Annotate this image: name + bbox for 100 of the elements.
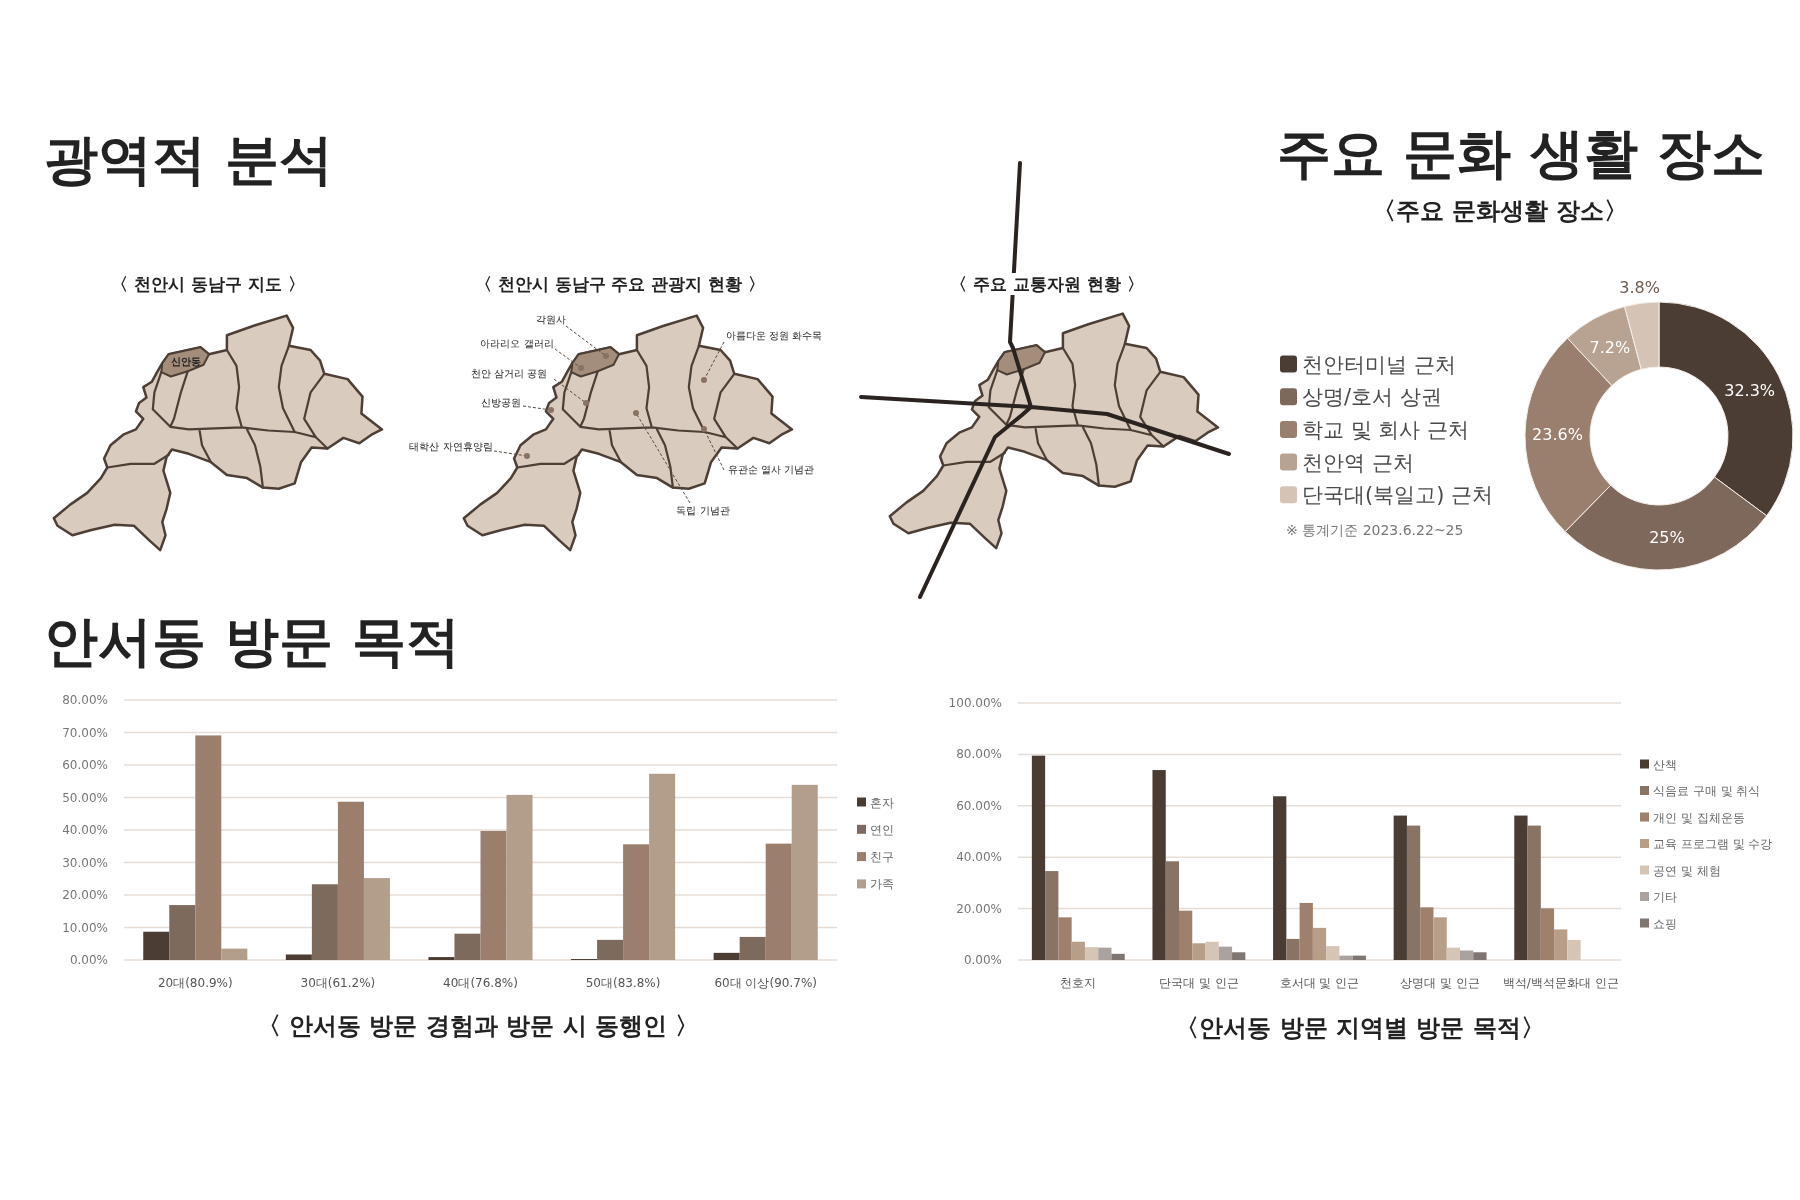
x-tick-label: 20대(80.9%) — [157, 976, 233, 990]
legend-label: 식음료 구매 및 취식 — [1653, 784, 1761, 798]
text: 독립 기념관 — [676, 505, 730, 516]
bar — [1326, 946, 1340, 960]
bar — [1393, 815, 1407, 960]
bar — [1058, 917, 1072, 960]
legend-label: 기타 — [1653, 890, 1677, 904]
bar — [1339, 955, 1353, 960]
bar — [1299, 902, 1313, 960]
bar — [1165, 861, 1179, 960]
y-tick-label: 80.00% — [956, 747, 1002, 762]
x-tick-label: 50대(83.8%) — [585, 976, 661, 990]
bar — [1554, 929, 1568, 960]
bar — [1111, 953, 1125, 960]
bar — [143, 931, 170, 960]
legend-label: 연인 — [870, 822, 894, 837]
text: 〈안서동 방문 지역별 방문 목적〉 — [1175, 1014, 1545, 1042]
legend-label: 공연 및 체험 — [1653, 863, 1721, 878]
legend-label: 학교 및 회사 근처 — [1302, 417, 1470, 442]
text: 아라리오 갤러리 — [480, 338, 554, 349]
bar — [1179, 910, 1193, 960]
bar — [739, 936, 766, 960]
text: 유관순 열사 기념관 — [727, 464, 815, 475]
bar — [195, 735, 222, 960]
bar — [623, 844, 650, 960]
x-tick-label: 단국대 및 인근 — [1159, 976, 1239, 990]
y-tick-label: 50.00% — [62, 790, 108, 805]
x-tick-label: 호서대 및 인근 — [1279, 976, 1360, 990]
bar — [1567, 939, 1581, 960]
legend-label: 천안역 근처 — [1302, 450, 1414, 475]
legend-label: 개인 및 집체운동 — [1653, 810, 1745, 825]
bar — [1433, 917, 1447, 960]
bar — [1192, 943, 1206, 960]
bar — [1098, 947, 1112, 960]
text: 〈 주요 교통자원 현황 〉 — [950, 274, 1144, 294]
y-tick-label: 20.00% — [956, 901, 1002, 916]
x-tick-label: 30대(61.2%) — [300, 976, 376, 990]
bar — [1460, 950, 1474, 960]
x-tick-label: 천호지 — [1060, 976, 1097, 990]
x-tick-label: 백석/백석문화대 인근 — [1502, 976, 1619, 990]
y-tick-label: 80.00% — [62, 693, 108, 707]
x-tick-label: 상명대 및 인근 — [1400, 976, 1480, 990]
y-tick-label: 40.00% — [62, 823, 108, 837]
text: 아름다운 정원 화수목 — [725, 330, 823, 341]
text: 천안 삼거리 공원 — [470, 368, 548, 379]
bar — [428, 957, 455, 960]
legend-label: 산책 — [1653, 757, 1677, 772]
bar — [480, 830, 507, 960]
bar — [1152, 770, 1166, 960]
data-label: 32.3% — [1724, 380, 1776, 400]
y-tick-label: 10.00% — [62, 920, 108, 935]
bar — [1273, 796, 1287, 960]
bar — [1473, 952, 1487, 960]
chart-title: 안서동 방문 목적 — [44, 610, 460, 673]
x-tick-label: 60대 이상(90.7%) — [714, 976, 817, 990]
bar — [1071, 941, 1085, 960]
text: ※ 통계기준 2023.6.22~25 — [1286, 522, 1464, 538]
data-label: 3.8% — [1619, 277, 1660, 297]
bar — [1446, 947, 1460, 960]
data-label: 7.2% — [1589, 337, 1631, 357]
text: 〈 천안시 동남구 주요 관광지 현황 〉 — [474, 274, 766, 294]
bar — [454, 933, 481, 960]
x-tick-label: 40대(76.8%) — [443, 976, 518, 990]
bar — [1084, 947, 1099, 960]
text: 신안동 — [171, 356, 201, 367]
y-tick-label: 100.00% — [948, 696, 1002, 710]
legend-label: 혼자 — [870, 795, 894, 810]
bar — [169, 905, 196, 960]
bar — [1232, 952, 1246, 960]
y-tick-label: 0.00% — [963, 953, 1002, 967]
bar — [1527, 825, 1541, 960]
bar — [713, 952, 740, 960]
y-tick-label: 20.00% — [62, 888, 108, 902]
bar — [1218, 946, 1233, 960]
chart-title: 주요 문화 생활 장소 — [1276, 122, 1765, 185]
bar — [1540, 908, 1555, 960]
text: 각원사 — [536, 314, 566, 325]
text: 〈 안서동 방문 경험과 방문 시 동행인 〉 — [256, 1012, 700, 1040]
text: 태학산 자연휴양림 — [409, 441, 493, 452]
data-label: 23.6% — [1532, 425, 1583, 445]
bar — [1031, 755, 1046, 960]
bar — [597, 939, 624, 960]
y-tick-label: 60.00% — [62, 758, 108, 772]
bar — [1514, 815, 1528, 960]
bar — [285, 954, 312, 960]
bar — [1045, 871, 1059, 960]
text: 〈 천안시 동남구 지도 〉 — [111, 274, 305, 294]
chart-subtitle: 〈주요 문화생활 장소〉 — [1371, 197, 1629, 225]
bar — [221, 948, 248, 961]
y-tick-label: 60.00% — [956, 798, 1002, 813]
bar — [1406, 825, 1421, 960]
bar — [1352, 955, 1366, 960]
legend-label: 천안터미널 근처 — [1302, 352, 1456, 377]
text: 신방공원 — [481, 397, 521, 408]
bar — [1312, 927, 1327, 961]
bar — [363, 878, 390, 960]
legend-label: 단국대(북일고) 근처 — [1302, 483, 1494, 508]
legend-label: 교육 프로그램 및 수강 — [1653, 837, 1773, 851]
bar — [311, 884, 338, 960]
y-tick-label: 40.00% — [956, 850, 1002, 865]
